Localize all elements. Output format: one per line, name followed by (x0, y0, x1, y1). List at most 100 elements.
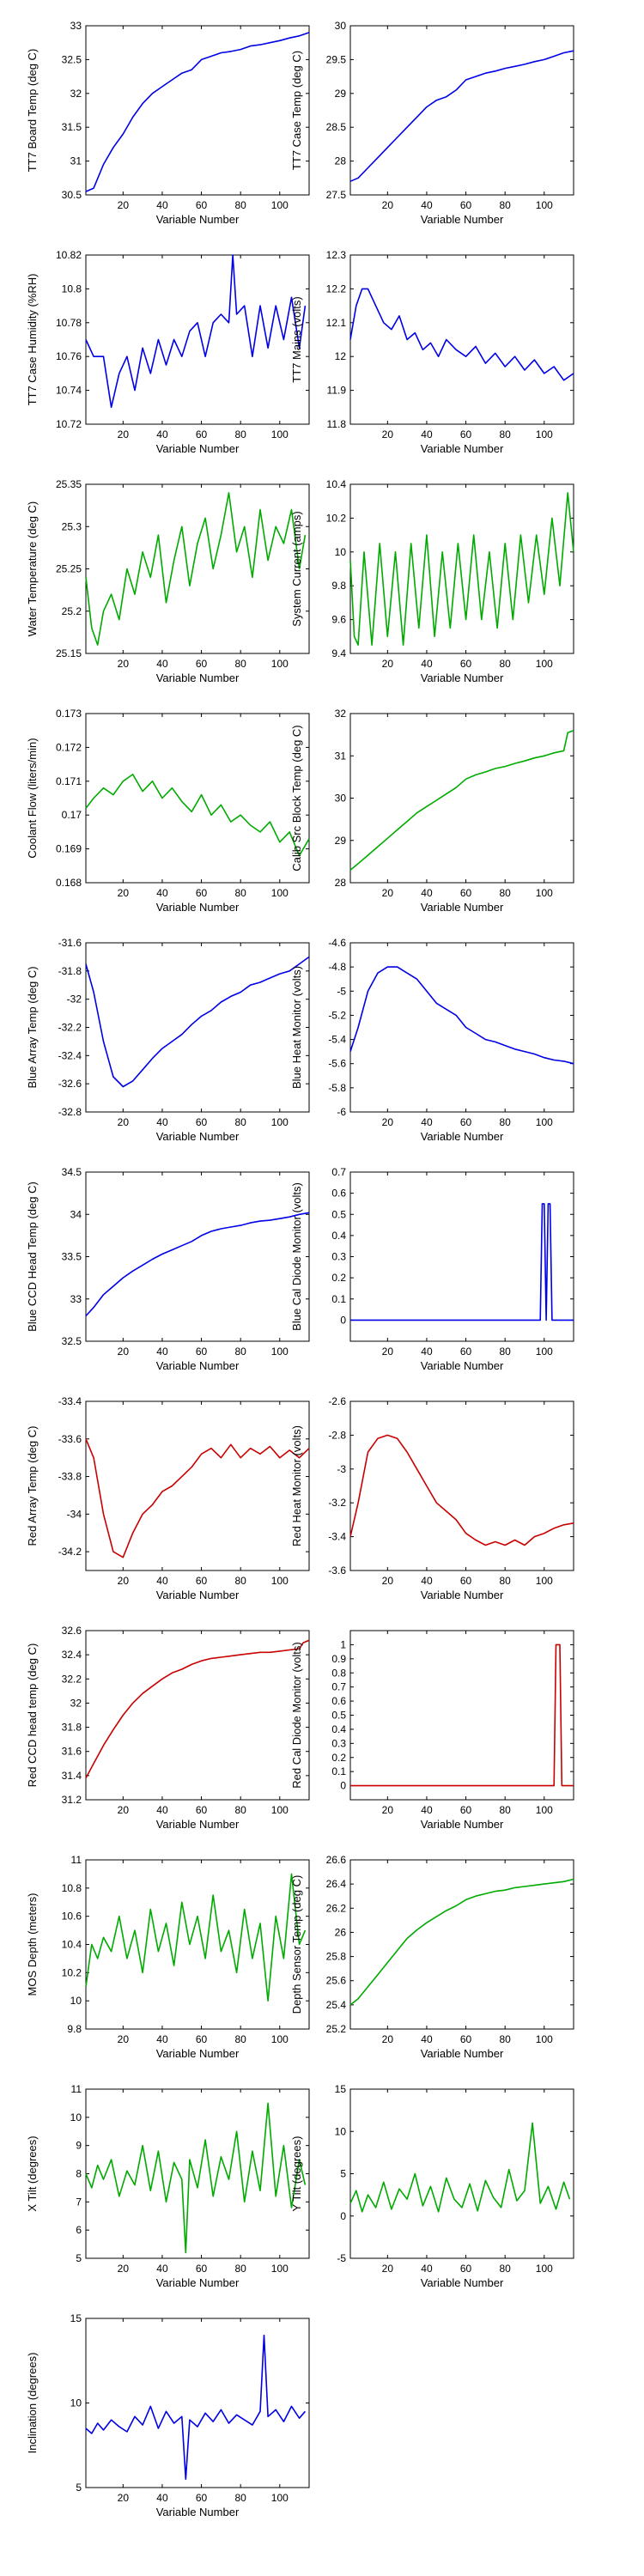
x-tick-label: 60 (460, 1346, 472, 1358)
y-axis-label: Blue Cal Diode Monitor (volts) (290, 1182, 303, 1331)
y-tick-label: 25.8 (326, 1951, 347, 1963)
y-tick-label: 32 (335, 708, 347, 720)
y-tick-label: 10.72 (56, 418, 82, 430)
y-tick-label: 31.4 (62, 1770, 82, 1782)
y-tick-label: 25.6 (326, 1975, 347, 1987)
x-tick-label: 100 (271, 1346, 289, 1358)
x-tick-label: 80 (234, 2492, 246, 2504)
series-line-1 (349, 288, 574, 381)
x-tick-label: 60 (196, 887, 208, 899)
chart-panel-6: 20 40 60 80 100 9.4 9.6 9.8 10 10.2 10.4 Variable N… (290, 478, 574, 684)
y-tick-label: 11.8 (327, 418, 347, 430)
y-axis-label: TT7 Mains (volts) (290, 296, 303, 382)
x-tick-label: 20 (118, 1575, 130, 1587)
y-tick-label: 26.2 (326, 1902, 347, 1914)
y-tick-label: 0 (340, 1780, 346, 1792)
series-line-1 (349, 729, 574, 871)
chart-panel-1: 20 40 60 80 100 30.5 31 31.5 32 32.5 33 Variable Nu… (26, 20, 310, 226)
x-tick-label: 20 (118, 2033, 130, 2045)
y-tick-label: 0.168 (56, 877, 82, 889)
chart-panel-5: 20 40 60 80 100 25.15 25.2 25.25 25.3 25.35 Variab… (26, 478, 310, 684)
chart-panel-9: 20 40 60 80 100 -32.8 -32.6 -32.4 -32.2 -32 -31.8 -… (26, 937, 310, 1143)
x-tick-label: 100 (536, 1575, 553, 1587)
series-line-1 (85, 1873, 307, 2002)
y-tick-label: 28 (335, 877, 347, 889)
x-tick-label: 100 (271, 2033, 289, 2045)
x-tick-label: 80 (499, 2033, 511, 2045)
y-tick-label: 11 (71, 2083, 82, 2095)
x-tick-label: 100 (271, 2492, 289, 2504)
y-tick-label: 27.5 (326, 189, 347, 201)
x-tick-label: 100 (271, 2263, 289, 2275)
x-axis-label: Variable Number (156, 1359, 240, 1372)
y-tick-label: 30.5 (62, 189, 82, 201)
y-tick-label: 28 (335, 155, 347, 167)
x-tick-label: 20 (118, 1346, 130, 1358)
y-tick-label: -5.6 (328, 1058, 346, 1070)
y-tick-label: 33 (70, 1293, 82, 1305)
plot-area (85, 2088, 310, 2259)
x-tick-label: 40 (156, 1804, 168, 1816)
y-tick-label: -32.2 (58, 1022, 82, 1034)
chart-panel-3: 20 40 60 80 100 10.72 10.74 10.76 10.78 10.8 10.82… (26, 249, 310, 455)
x-tick-label: 80 (499, 887, 511, 899)
y-axis-label: Blue CCD Head Temp (deg C) (26, 1182, 39, 1332)
y-tick-label: 0.6 (331, 1188, 346, 1200)
series-line-1 (349, 1878, 574, 2006)
y-axis-label: Y Tilt (degrees) (290, 2136, 303, 2212)
chart-panel-19: 20 40 60 80 100 5 6 7 8 9 10 11 Variable Number X Til… (26, 2083, 310, 2289)
y-axis-label: Blue Heat Monitor (volts) (290, 966, 303, 1089)
x-tick-label: 40 (421, 2033, 433, 2045)
y-tick-label: 0.2 (331, 1752, 346, 1764)
x-tick-label: 60 (460, 2033, 472, 2045)
y-tick-label: 33.5 (62, 1251, 82, 1263)
y-tick-label: 10.6 (62, 1911, 82, 1923)
x-tick-label: 80 (234, 1346, 246, 1358)
y-axis-label: Blue Array Temp (deg C) (26, 966, 39, 1088)
x-tick-label: 80 (234, 1804, 246, 1816)
y-tick-label: 31.5 (62, 121, 82, 133)
y-tick-label: 31.2 (62, 1794, 82, 1806)
y-axis-label: TT7 Case Temp (deg C) (290, 51, 303, 170)
y-tick-label: -6 (337, 1106, 346, 1118)
plot-area (85, 254, 310, 425)
series-line-1 (85, 492, 307, 646)
x-tick-label: 80 (499, 2263, 511, 2275)
x-axis-label: Variable Number (156, 2276, 240, 2289)
x-tick-label: 40 (156, 2492, 168, 2504)
y-tick-label: 30 (335, 20, 347, 32)
y-tick-label: 10 (335, 546, 347, 558)
x-tick-label: 60 (196, 1116, 208, 1128)
x-tick-label: 40 (156, 658, 168, 670)
x-tick-label: 80 (499, 1575, 511, 1587)
y-tick-label: 0 (340, 2210, 346, 2222)
y-tick-label: 12.1 (326, 317, 347, 329)
y-tick-label: 34 (70, 1208, 82, 1220)
y-tick-label: -5 (337, 985, 346, 997)
x-tick-label: 80 (499, 1346, 511, 1358)
x-tick-label: 40 (421, 1575, 433, 1587)
y-tick-label: -5.4 (328, 1034, 346, 1046)
plot-area (85, 1859, 310, 2030)
y-tick-label: -4.8 (328, 961, 346, 973)
x-tick-label: 20 (382, 1346, 394, 1358)
y-tick-label: -5.2 (328, 1009, 346, 1021)
plot-area (85, 25, 310, 196)
y-tick-label: 0.7 (331, 1681, 346, 1693)
plot-area (85, 713, 310, 884)
y-tick-label: 25.2 (326, 2023, 347, 2035)
x-axis-label: Variable Number (156, 1589, 240, 1601)
x-tick-label: 20 (382, 2263, 394, 2275)
x-axis-label: Variable Number (421, 1589, 504, 1601)
y-tick-label: -3.6 (328, 1564, 346, 1577)
y-tick-label: -32.8 (58, 1106, 82, 1118)
x-tick-label: 60 (460, 2263, 472, 2275)
x-tick-label: 100 (536, 1116, 553, 1128)
chart-panel-20: 20 40 60 80 100 -5 0 5 10 15 Variable Number Y Tilt… (290, 2083, 574, 2289)
x-axis-label: Variable Number (156, 213, 240, 226)
x-axis-label: Variable Number (156, 2506, 240, 2518)
chart-panel-15: 20 40 60 80 100 31.2 31.4 31.6 31.8 32 32.2 32.4 32.… (26, 1625, 310, 1831)
chart-panel-12: 20 40 60 80 100 0 0.1 0.2 0.3 0.4 0.5 0.6 0.7 Variabl… (290, 1166, 574, 1372)
x-tick-label: 60 (196, 1346, 208, 1358)
x-axis-label: Variable Number (421, 2276, 504, 2289)
